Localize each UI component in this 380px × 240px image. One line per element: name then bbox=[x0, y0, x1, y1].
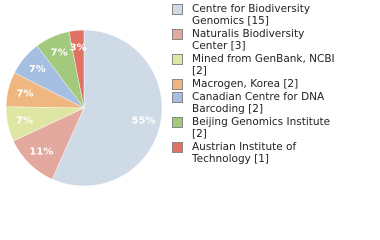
legend-item: Centre for Biodiversity Genomics [15] bbox=[172, 3, 372, 27]
pie-slice bbox=[51, 29, 163, 187]
legend-label: Canadian Centre for DNA Barcoding [2] bbox=[192, 91, 325, 115]
legend-swatch bbox=[172, 117, 183, 128]
legend-label: Mined from GenBank, NCBI [2] bbox=[192, 53, 335, 77]
legend-swatch bbox=[172, 54, 183, 65]
legend-item: Beijing Genomics Institute [2] bbox=[172, 116, 372, 140]
slice-label: 55% bbox=[132, 116, 156, 127]
legend-item: Canadian Centre for DNA Barcoding [2] bbox=[172, 91, 372, 115]
slice-label: 7% bbox=[16, 88, 33, 99]
slice-label: 3% bbox=[70, 42, 87, 53]
slice-label: 7% bbox=[29, 64, 46, 75]
legend-swatch bbox=[172, 4, 183, 15]
slice-label: 7% bbox=[51, 47, 68, 58]
legend-label: Beijing Genomics Institute [2] bbox=[192, 116, 331, 140]
legend-item: Mined from GenBank, NCBI [2] bbox=[172, 53, 372, 77]
legend-label: Centre for Biodiversity Genomics [15] bbox=[192, 3, 311, 27]
legend-item: Macrogen, Korea [2] bbox=[172, 78, 372, 90]
legend-item: Austrian Institute of Technology [1] bbox=[172, 141, 372, 165]
legend-label: Macrogen, Korea [2] bbox=[192, 78, 299, 90]
legend-swatch bbox=[172, 142, 183, 153]
legend: Centre for Biodiversity Genomics [15] Nat… bbox=[172, 3, 372, 166]
legend-label: Naturalis Biodiversity Center [3] bbox=[192, 28, 305, 52]
legend-swatch bbox=[172, 79, 183, 90]
legend-swatch bbox=[172, 92, 183, 103]
pie-chart: 55%11%7%7%7%7% 3% bbox=[5, 29, 163, 187]
slice-label: 7% bbox=[16, 116, 33, 127]
slice-label: 11% bbox=[29, 146, 53, 157]
pie-slice bbox=[68, 29, 85, 109]
legend-swatch bbox=[172, 29, 183, 40]
legend-label: Austrian Institute of Technology [1] bbox=[192, 141, 297, 165]
legend-item: Naturalis Biodiversity Center [3] bbox=[172, 28, 372, 52]
